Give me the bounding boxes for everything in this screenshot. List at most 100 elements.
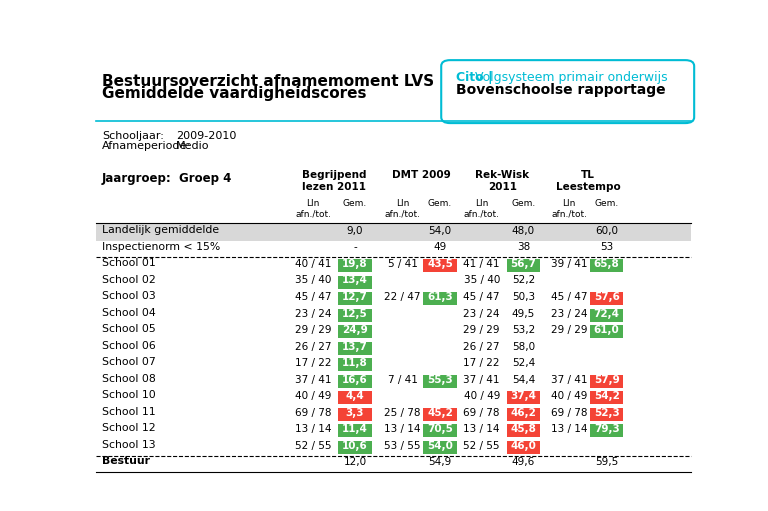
Text: 12,0: 12,0	[343, 457, 366, 467]
Text: 46,2: 46,2	[511, 408, 536, 417]
Bar	[507, 391, 540, 404]
Bar	[96, 224, 691, 241]
Text: 13 / 14: 13 / 14	[551, 424, 588, 434]
Text: School 13: School 13	[102, 440, 156, 450]
Text: 40 / 49: 40 / 49	[551, 391, 588, 401]
Bar	[338, 342, 372, 355]
Bar	[590, 309, 624, 321]
Bar	[423, 375, 457, 388]
Text: Inspectienorm < 15%: Inspectienorm < 15%	[102, 242, 220, 251]
Text: Landelijk gemiddelde: Landelijk gemiddelde	[102, 225, 219, 235]
Text: DMT 2009: DMT 2009	[392, 170, 451, 180]
Text: Bestuursoverzicht afnamemoment LVS: Bestuursoverzicht afnamemoment LVS	[102, 74, 434, 89]
Bar	[423, 292, 457, 305]
Text: 55,3: 55,3	[427, 375, 453, 385]
Text: 52,2: 52,2	[511, 275, 535, 286]
Text: 29 / 29: 29 / 29	[463, 325, 500, 335]
Bar	[338, 391, 372, 404]
Text: 17 / 22: 17 / 22	[463, 358, 500, 368]
Text: Gem.: Gem.	[343, 199, 367, 208]
Text: 56,7: 56,7	[511, 259, 536, 269]
Text: 2009-2010: 2009-2010	[177, 131, 237, 142]
Text: 37,4: 37,4	[511, 391, 536, 401]
Text: 17 / 22: 17 / 22	[295, 358, 332, 368]
Text: 23 / 24: 23 / 24	[463, 309, 500, 318]
Bar	[338, 309, 372, 321]
Text: 37 / 41: 37 / 41	[463, 375, 500, 385]
Text: School 12: School 12	[102, 424, 156, 433]
Text: 37 / 41: 37 / 41	[551, 375, 588, 385]
Text: 53: 53	[600, 242, 614, 252]
Bar	[590, 259, 624, 272]
Text: LIn
afn./tot.: LIn afn./tot.	[295, 199, 331, 218]
Text: 59,5: 59,5	[595, 457, 618, 467]
Text: School 03: School 03	[102, 291, 156, 301]
Text: 65,8: 65,8	[594, 259, 620, 269]
Text: School 02: School 02	[102, 275, 156, 285]
Text: Bovenschoolse rapportage: Bovenschoolse rapportage	[456, 83, 666, 98]
Text: 10,6: 10,6	[342, 441, 368, 451]
Bar	[590, 292, 624, 305]
Text: 61,0: 61,0	[594, 325, 620, 335]
Text: 13 / 14: 13 / 14	[295, 424, 332, 434]
Text: School 08: School 08	[102, 374, 156, 384]
Bar	[423, 441, 457, 454]
Text: LIn
afn./tot.: LIn afn./tot.	[551, 199, 588, 218]
Text: 54,4: 54,4	[511, 375, 535, 385]
FancyBboxPatch shape	[441, 60, 694, 123]
Bar	[590, 391, 624, 404]
Text: 3,3: 3,3	[346, 408, 364, 417]
Text: 35 / 40: 35 / 40	[295, 275, 332, 286]
Text: 13 / 14: 13 / 14	[384, 424, 421, 434]
Text: 45,2: 45,2	[427, 408, 453, 417]
Text: 45 / 47: 45 / 47	[551, 292, 588, 302]
Text: Afnameperiode:: Afnameperiode:	[102, 141, 191, 151]
Text: 52 / 55: 52 / 55	[463, 441, 500, 451]
Text: LIn
afn./tot.: LIn afn./tot.	[385, 199, 421, 218]
Text: Bestuur: Bestuur	[102, 456, 150, 467]
Text: 53,2: 53,2	[511, 325, 535, 335]
Text: School 01: School 01	[102, 258, 156, 268]
Text: School 07: School 07	[102, 357, 156, 367]
Text: Gemiddelde vaardigheidscores: Gemiddelde vaardigheidscores	[102, 86, 366, 101]
Text: 25 / 78: 25 / 78	[384, 408, 421, 417]
Text: School 10: School 10	[102, 390, 156, 401]
Bar	[507, 441, 540, 454]
Text: 49: 49	[433, 242, 447, 252]
Text: School 05: School 05	[102, 324, 156, 334]
Text: 13,4: 13,4	[342, 275, 368, 286]
Text: 70,5: 70,5	[427, 424, 453, 434]
Bar	[338, 358, 372, 371]
Bar	[338, 375, 372, 388]
Text: 12,5: 12,5	[342, 309, 368, 318]
Bar	[590, 408, 624, 421]
Text: 49,5: 49,5	[511, 309, 535, 318]
Text: 40 / 49: 40 / 49	[295, 391, 332, 401]
Text: 37 / 41: 37 / 41	[295, 375, 332, 385]
Text: 40 / 41: 40 / 41	[295, 259, 332, 269]
Text: 69 / 78: 69 / 78	[551, 408, 588, 417]
Text: 35 / 40: 35 / 40	[464, 275, 500, 286]
Text: 26 / 27: 26 / 27	[295, 341, 332, 352]
Text: 26 / 27: 26 / 27	[463, 341, 500, 352]
Text: 22 / 47: 22 / 47	[384, 292, 421, 302]
Text: 23 / 24: 23 / 24	[551, 309, 588, 318]
Text: 7 / 41: 7 / 41	[388, 375, 418, 385]
Text: 9,0: 9,0	[346, 226, 363, 236]
Bar	[338, 424, 372, 437]
Text: 58,0: 58,0	[511, 341, 535, 352]
Text: 19,8: 19,8	[342, 259, 368, 269]
Bar	[590, 325, 624, 338]
Text: 29 / 29: 29 / 29	[551, 325, 588, 335]
Text: 54,2: 54,2	[594, 391, 620, 401]
Text: 79,3: 79,3	[594, 424, 620, 434]
Text: Rek-Wisk
2011: Rek-Wisk 2011	[475, 170, 530, 192]
Text: School 11: School 11	[102, 407, 156, 417]
Text: 54,0: 54,0	[429, 226, 452, 236]
Text: 52,4: 52,4	[511, 358, 535, 368]
Text: 49,6: 49,6	[511, 457, 535, 467]
Text: Gem.: Gem.	[428, 199, 452, 208]
Text: 4,4: 4,4	[346, 391, 364, 401]
Text: 46,0: 46,0	[511, 441, 536, 451]
Text: 13 / 14: 13 / 14	[463, 424, 500, 434]
